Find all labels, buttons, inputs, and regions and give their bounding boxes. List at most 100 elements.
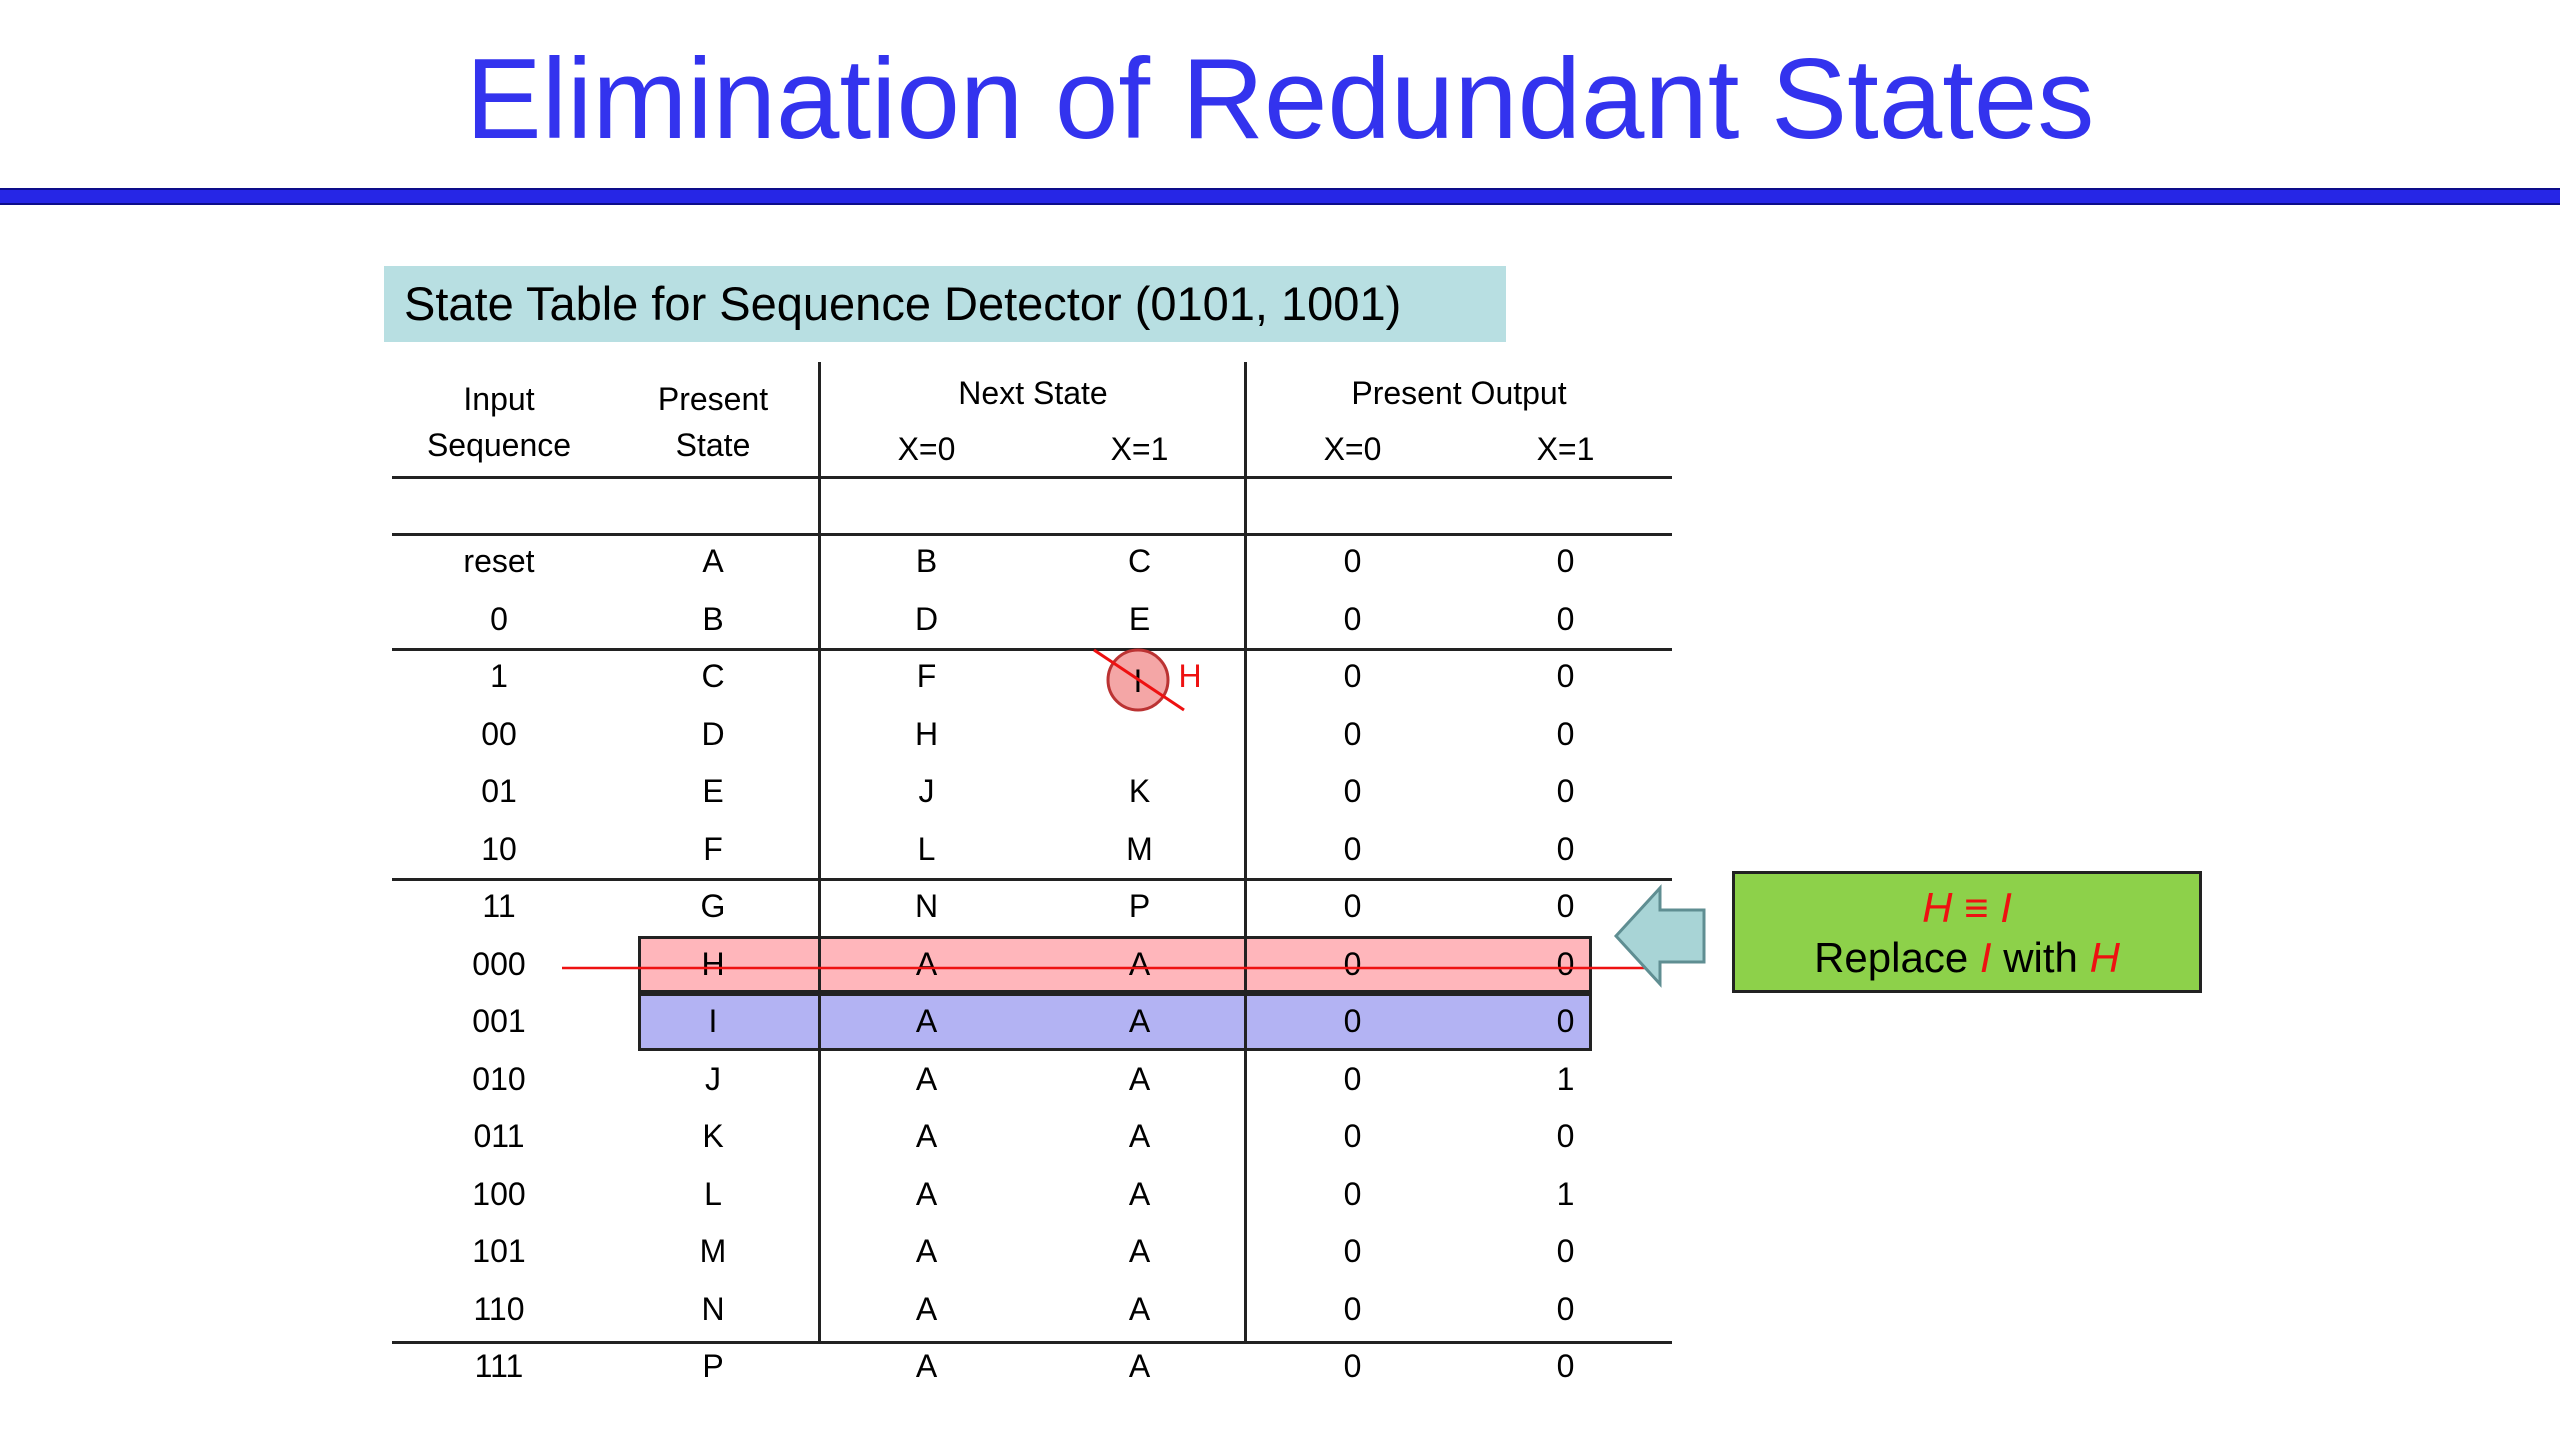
cell-output-x0: 0	[1343, 888, 1362, 924]
cell-next-x1: A	[1128, 1060, 1151, 1097]
cell-next-x0: J	[918, 773, 935, 809]
slide-title: Elimination of Redundant States	[465, 36, 2095, 163]
header-rule	[392, 476, 1672, 479]
cell-next-x1: A	[1128, 1003, 1151, 1039]
cell-input: 0	[490, 600, 508, 637]
cell-next-x1: M	[1126, 830, 1153, 867]
header-present-output: Present Output	[1351, 375, 1567, 411]
cell-output-x0: 0	[1343, 830, 1362, 867]
cell-output-x1: 0	[1556, 543, 1575, 579]
title-divider	[0, 188, 2560, 205]
cell-present-state: L	[704, 1175, 722, 1212]
cell-next-x0: A	[915, 1290, 938, 1327]
cell-present-state: P	[702, 1348, 724, 1384]
cell-output-x0: 0	[1343, 658, 1362, 694]
cell-present-state: A	[702, 543, 724, 579]
cell-next-x0: N	[914, 888, 939, 924]
cell-output-x1: 1	[1556, 1175, 1575, 1212]
cell-output-x0: 0	[1343, 773, 1362, 809]
cell-input: 100	[472, 1175, 526, 1212]
cell-input: 101	[472, 1233, 526, 1269]
header-input: Input Sequence	[426, 381, 572, 463]
cell-next-x0: A	[915, 945, 938, 982]
cell-next-x1: C	[1127, 543, 1152, 579]
equivalence-callout: H ≡ I Replace I with H	[1732, 871, 2202, 993]
table-caption: State Table for Sequence Detector (0101,…	[384, 266, 1506, 342]
eq-right: I	[2000, 884, 2012, 931]
cell-next-x1: A	[1128, 1348, 1151, 1384]
cell-output-x0: 0	[1343, 1233, 1362, 1269]
cell-output-x1: 0	[1556, 1348, 1575, 1384]
cell-present-state: C	[701, 658, 725, 694]
cell-output-x0: 0	[1343, 1348, 1362, 1384]
cell-input: 111	[474, 1348, 524, 1384]
cell-output-x1: 0	[1556, 773, 1575, 809]
group-rule-3	[392, 878, 1672, 881]
header-ns-x0: X=0	[897, 431, 956, 467]
cell-output-x0: 0	[1343, 1003, 1362, 1039]
cell-next-x0: F	[916, 658, 937, 694]
col-divider-2	[1244, 362, 1247, 1344]
header-ns-x1: X=1	[1110, 431, 1169, 467]
cell-output-x0: 0	[1343, 1290, 1362, 1327]
cell-present-state: B	[702, 600, 724, 637]
cell-input: 011	[473, 1118, 525, 1154]
cell-input: 11	[482, 888, 516, 924]
cell-input: 1	[490, 658, 508, 694]
cell-output-x1: 0	[1556, 600, 1575, 637]
bottom-rule	[392, 1341, 1672, 1344]
cell-next-x0: B	[915, 543, 938, 579]
cell-output-x1: 0	[1556, 1290, 1575, 1327]
cell-next-x0: A	[915, 1233, 938, 1269]
cell-present-state: N	[701, 1290, 725, 1327]
cell-present-state: F	[703, 830, 723, 867]
cell-next-x1: E	[1128, 600, 1151, 637]
cell-output-x0: 0	[1343, 1118, 1362, 1154]
cell-output-x0: 0	[1343, 600, 1362, 637]
cell-next-x1: A	[1128, 1118, 1151, 1154]
header-po-x1: X=1	[1536, 431, 1595, 467]
cell-next-x0: A	[915, 1175, 938, 1212]
replace-line: Replace I with H	[1814, 934, 2120, 981]
cell-next-x1: K	[1128, 773, 1151, 809]
cell-input: 01	[481, 773, 517, 809]
cell-present-state: K	[702, 1118, 724, 1154]
cell-present-state: G	[700, 888, 726, 924]
cell-next-x1: A	[1128, 1175, 1151, 1212]
cell-output-x0: 0	[1343, 945, 1362, 982]
cell-output-x0: 0	[1343, 543, 1362, 579]
cell-output-x0: 0	[1343, 715, 1362, 752]
cell-output-x0: 0	[1343, 1175, 1362, 1212]
group-rule-2	[392, 648, 1672, 651]
cell-next-x0: H	[914, 715, 939, 752]
cell-output-x1: 0	[1556, 1233, 1575, 1269]
cell-input: 001	[472, 1003, 526, 1039]
cell-output-x0: 0	[1343, 1060, 1362, 1097]
header-next-state: Next State	[958, 375, 1108, 411]
highlight-row-h	[638, 935, 1592, 993]
header-po-x0: X=0	[1323, 431, 1382, 467]
cell-present-state: I	[708, 1003, 718, 1039]
cell-next-x0: A	[915, 1060, 938, 1097]
group-rule-1	[392, 533, 1672, 536]
eq-left: H	[1922, 884, 1953, 931]
cell-input: 10	[481, 830, 517, 867]
cell-output-x1: 0	[1556, 1003, 1575, 1039]
cell-output-x1: 0	[1556, 830, 1575, 867]
cell-output-x1: 1	[1556, 1060, 1575, 1097]
cell-present-state: D	[701, 715, 725, 752]
cell-present-state: M	[699, 1233, 727, 1269]
cell-output-x1: 0	[1556, 888, 1575, 924]
cell-next-x1: P	[1128, 888, 1151, 924]
cell-next-x1: A	[1128, 945, 1151, 982]
cell-output-x1: 0	[1556, 1118, 1575, 1154]
cell-present-state: J	[705, 1060, 721, 1097]
cell-input: reset	[463, 543, 535, 579]
cell-input: 00	[481, 715, 517, 752]
cell-present-state: E	[702, 773, 724, 809]
cell-input: 110	[473, 1290, 525, 1327]
cell-next-x1: A	[1128, 1290, 1151, 1327]
cell-next-x0: A	[915, 1118, 938, 1154]
col-divider-1	[818, 362, 821, 1344]
state-table: Input Sequence Present State Next State …	[392, 360, 1672, 1384]
